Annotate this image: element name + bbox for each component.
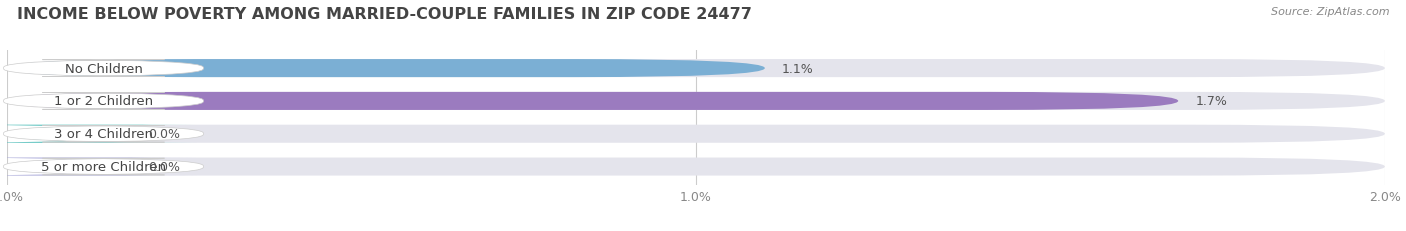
Text: Source: ZipAtlas.com: Source: ZipAtlas.com [1271, 7, 1389, 17]
FancyBboxPatch shape [7, 92, 1385, 110]
FancyBboxPatch shape [4, 126, 204, 143]
FancyBboxPatch shape [4, 158, 204, 175]
Text: INCOME BELOW POVERTY AMONG MARRIED-COUPLE FAMILIES IN ZIP CODE 24477: INCOME BELOW POVERTY AMONG MARRIED-COUPL… [17, 7, 752, 22]
FancyBboxPatch shape [7, 60, 765, 78]
FancyBboxPatch shape [4, 93, 204, 110]
FancyBboxPatch shape [4, 61, 204, 77]
Text: 1.7%: 1.7% [1195, 95, 1227, 108]
FancyBboxPatch shape [7, 125, 1385, 143]
Text: No Children: No Children [65, 62, 142, 75]
FancyBboxPatch shape [0, 125, 197, 143]
FancyBboxPatch shape [7, 92, 1178, 110]
Text: 5 or more Children: 5 or more Children [41, 160, 166, 173]
FancyBboxPatch shape [7, 158, 1385, 176]
Text: 0.0%: 0.0% [148, 160, 180, 173]
Text: 1 or 2 Children: 1 or 2 Children [53, 95, 153, 108]
FancyBboxPatch shape [7, 60, 1385, 78]
Text: 3 or 4 Children: 3 or 4 Children [53, 128, 153, 141]
FancyBboxPatch shape [0, 158, 197, 176]
Text: 1.1%: 1.1% [782, 62, 814, 75]
Text: 0.0%: 0.0% [148, 128, 180, 141]
